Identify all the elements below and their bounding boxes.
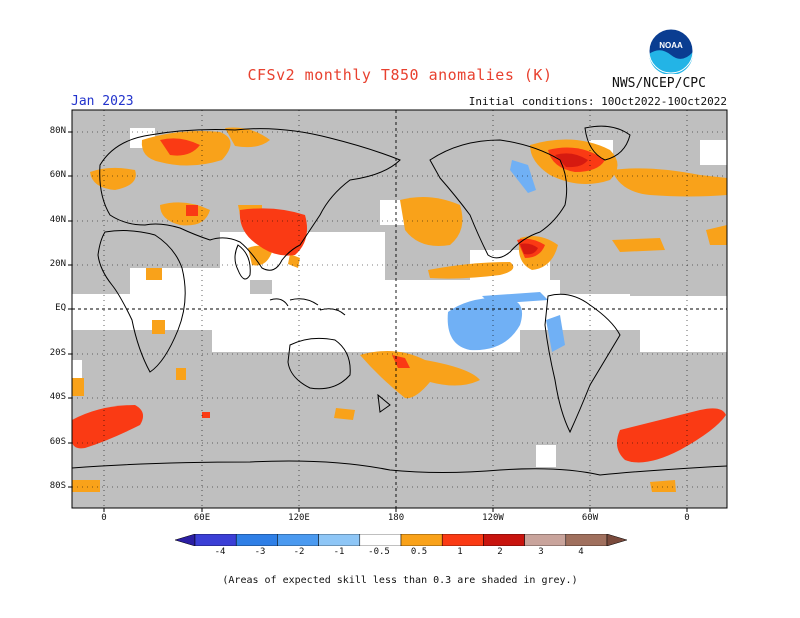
lat-label: 80S: [49, 481, 66, 491]
graticule: [72, 110, 727, 508]
lon-label: 60W: [581, 513, 599, 523]
lon-label: 0: [684, 513, 690, 523]
colorbar-cell: [359, 534, 402, 546]
colorbar-label: 0.5: [410, 547, 428, 557]
colorbar-cell: [235, 534, 278, 546]
lon-label: 180: [387, 513, 405, 523]
lat-label: 40N: [49, 215, 66, 225]
agency-label: NWS/NCEP/CPC: [612, 76, 706, 91]
axis-ticks: [68, 131, 688, 512]
colorbar-cell: [483, 534, 525, 546]
colorbar-label: -2: [293, 547, 305, 557]
positive-anomalies-darkred: [520, 153, 588, 255]
noaa-logo: NOAA: [648, 28, 694, 74]
map-frame: [71, 109, 728, 509]
lat-label: 80N: [49, 126, 66, 136]
colorbar-label: 3: [538, 547, 544, 557]
colorbar-label: 4: [578, 547, 584, 557]
positive-anomalies-orange: [72, 127, 727, 492]
colorbar-cell: [400, 534, 443, 546]
lat-label: 60N: [49, 170, 66, 180]
colorbar-cell: [565, 534, 608, 546]
colorbar-label: 1: [457, 547, 463, 557]
svg-text:NOAA: NOAA: [659, 41, 683, 50]
colorbar-cell: [606, 534, 627, 546]
lat-label: 60S: [49, 437, 66, 447]
equator-dateline: [72, 110, 727, 508]
lat-label: EQ: [55, 303, 66, 313]
lat-label: 20N: [49, 259, 66, 269]
lon-label: 0: [101, 513, 107, 523]
negative-anomalies: [447, 160, 565, 352]
colorbar-cell: [441, 534, 484, 546]
colorbar-cell: [524, 534, 567, 546]
colorbar-cell: [175, 534, 196, 546]
map-title: CFSv2 monthly T850 anomalies (K): [247, 66, 553, 84]
initial-conditions-label: Initial conditions: 10Oct2022-10Oct2022: [468, 95, 727, 108]
colorbar-label: -1: [333, 547, 345, 557]
colorbar: [175, 534, 627, 546]
colorbar-cell: [318, 534, 361, 546]
colorbar-label: -4: [214, 547, 226, 557]
lat-label: 20S: [49, 348, 66, 358]
lon-label: 60E: [193, 513, 211, 523]
colorbar-label: -0.5: [368, 547, 390, 557]
colorbar-cell: [277, 534, 319, 546]
lon-label: 120W: [482, 513, 504, 523]
colorbar-label: 2: [497, 547, 503, 557]
valid-month-label: Jan 2023: [71, 94, 134, 109]
lat-label: 40S: [49, 392, 66, 402]
skill-footnote: (Areas of expected skill less than 0.3 a…: [222, 575, 578, 586]
colorbar-cell: [194, 534, 237, 546]
colorbar-label: -3: [254, 547, 266, 557]
lon-label: 120E: [288, 513, 310, 523]
